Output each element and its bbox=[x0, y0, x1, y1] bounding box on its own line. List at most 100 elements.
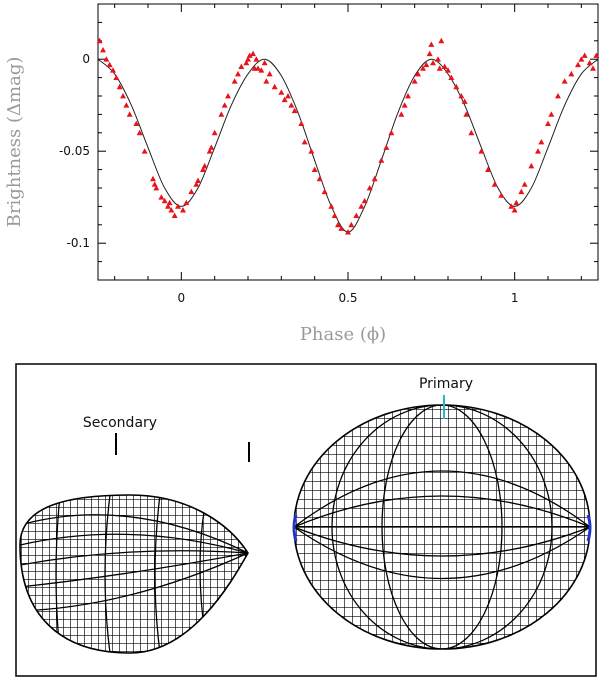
data-point bbox=[415, 70, 421, 77]
data-point bbox=[568, 70, 575, 77]
data-point bbox=[498, 192, 505, 198]
data-point bbox=[423, 61, 430, 68]
data-point bbox=[388, 129, 395, 136]
data-point bbox=[528, 162, 535, 169]
data-point bbox=[508, 203, 515, 209]
data-point bbox=[581, 52, 588, 58]
data-point bbox=[361, 197, 368, 204]
data-point bbox=[285, 93, 291, 99]
data-point bbox=[263, 78, 270, 84]
data-point bbox=[335, 221, 341, 228]
data-point bbox=[133, 120, 140, 126]
tick-labels: 0 0.5 1 0 -0.05 -0.1 bbox=[59, 52, 519, 305]
data-point bbox=[166, 199, 173, 206]
data-point bbox=[235, 70, 241, 77]
data-point bbox=[338, 225, 345, 231]
data-point bbox=[575, 61, 581, 68]
data-point bbox=[211, 129, 218, 136]
data-point bbox=[468, 129, 475, 136]
data-point bbox=[405, 93, 411, 99]
data-point bbox=[110, 67, 116, 73]
data-point bbox=[463, 111, 470, 117]
data-point bbox=[281, 96, 288, 103]
data-point bbox=[378, 157, 385, 163]
data-point bbox=[161, 197, 168, 204]
data-point bbox=[328, 203, 335, 209]
data-point bbox=[255, 65, 261, 71]
data-point bbox=[461, 98, 468, 104]
primary-pole-right bbox=[586, 514, 592, 542]
secondary-star-fill bbox=[20, 495, 248, 653]
data-point bbox=[561, 78, 568, 84]
data-point bbox=[123, 102, 130, 108]
data-point bbox=[353, 212, 360, 218]
data-point bbox=[548, 111, 555, 117]
data-point bbox=[238, 63, 245, 69]
data-point bbox=[411, 78, 418, 84]
data-point bbox=[103, 56, 110, 62]
data-point bbox=[348, 221, 355, 228]
light-curve-chart: 0 0.5 1 0 -0.05 -0.1 Phase (ϕ) Brightness (Δm… bbox=[4, 3, 600, 345]
data-point bbox=[485, 166, 491, 172]
data-point bbox=[511, 207, 518, 213]
data-point bbox=[555, 93, 561, 99]
data-point bbox=[116, 83, 123, 90]
data-point bbox=[478, 148, 485, 154]
data-point bbox=[453, 83, 460, 90]
data-point bbox=[366, 185, 373, 191]
data-point bbox=[96, 37, 103, 44]
x-tick-label: 0.5 bbox=[338, 291, 357, 305]
data-point bbox=[345, 229, 351, 235]
data-point bbox=[206, 148, 213, 154]
data-point bbox=[545, 120, 551, 126]
data-point bbox=[586, 59, 593, 66]
data-point bbox=[208, 144, 215, 150]
data-point bbox=[165, 203, 171, 209]
data-point bbox=[428, 41, 435, 47]
primary-star bbox=[292, 404, 592, 650]
data-point bbox=[126, 111, 133, 117]
data-point bbox=[458, 93, 465, 99]
data-point bbox=[401, 102, 408, 108]
binary-model-panel: Secondary Primary bbox=[15, 363, 597, 677]
data-point bbox=[438, 37, 445, 44]
data-point bbox=[435, 56, 441, 62]
data-point bbox=[371, 175, 378, 182]
data-point bbox=[301, 139, 308, 145]
data-point bbox=[200, 166, 206, 172]
data-point bbox=[253, 56, 260, 62]
data-point bbox=[231, 78, 238, 84]
data-point bbox=[100, 47, 106, 53]
data-point bbox=[298, 120, 305, 126]
data-point bbox=[266, 70, 273, 77]
y-tick-label: -0.1 bbox=[67, 236, 90, 250]
data-point bbox=[180, 207, 186, 213]
observed-points bbox=[96, 37, 600, 235]
data-point bbox=[250, 50, 256, 57]
plot-frame bbox=[97, 3, 599, 281]
data-point bbox=[383, 144, 390, 150]
data-point bbox=[593, 52, 600, 58]
data-point bbox=[106, 61, 113, 68]
data-point bbox=[221, 102, 228, 108]
data-point bbox=[420, 65, 426, 71]
data-point bbox=[258, 67, 265, 73]
data-point bbox=[535, 148, 541, 154]
data-point bbox=[578, 56, 585, 62]
data-point bbox=[398, 111, 405, 117]
data-point bbox=[218, 111, 225, 117]
data-point bbox=[590, 65, 596, 71]
y-axis-label: Brightness (Δmag) bbox=[4, 57, 25, 228]
data-point bbox=[430, 59, 436, 66]
data-point bbox=[113, 74, 120, 80]
data-point bbox=[168, 207, 175, 213]
data-point bbox=[358, 203, 365, 209]
secondary-star-outline bbox=[19, 494, 249, 654]
model-line bbox=[97, 58, 599, 233]
data-point bbox=[120, 93, 126, 99]
data-point bbox=[150, 175, 156, 182]
data-point bbox=[175, 203, 181, 209]
secondary-label: Secondary bbox=[83, 415, 157, 431]
x-tick-label: 0 bbox=[178, 291, 186, 305]
data-point bbox=[246, 52, 253, 58]
